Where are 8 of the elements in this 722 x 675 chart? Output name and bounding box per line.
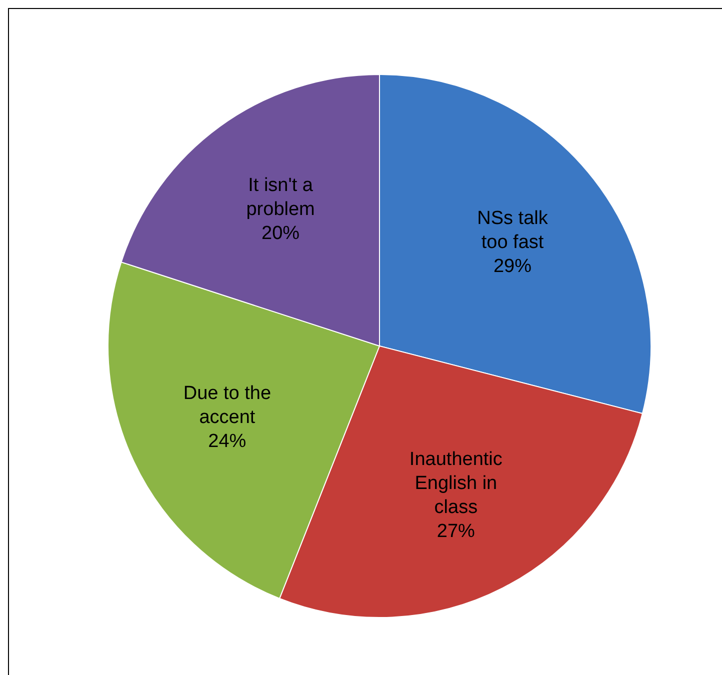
data-label: 29% [493, 256, 532, 278]
data-label: 24% [208, 430, 246, 452]
slice-label: It isn't a problem [246, 175, 315, 220]
data-label: 20% [262, 223, 300, 244]
slice-label: Due to the accent [183, 382, 272, 428]
slice-label: NSs talk too fast [477, 208, 548, 254]
slice-label: Inauthentic English in class [409, 449, 502, 518]
data-label: 27% [436, 521, 476, 542]
